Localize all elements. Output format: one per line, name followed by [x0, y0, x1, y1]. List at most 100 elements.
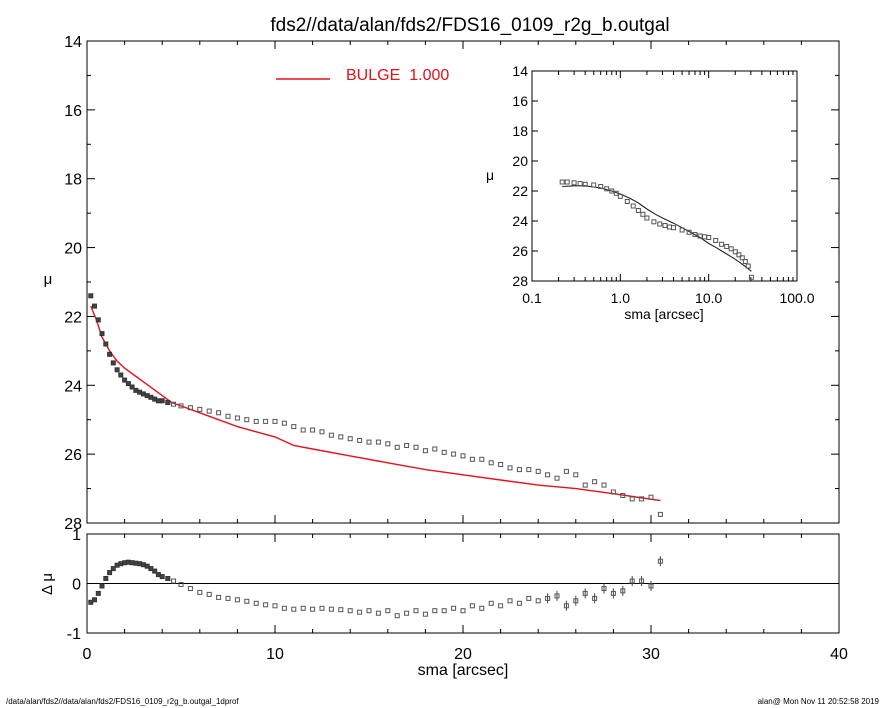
- profile-point: [507, 465, 513, 471]
- inset-profile-point: [748, 274, 754, 280]
- profile-point: [99, 331, 105, 337]
- profile-point: [488, 460, 494, 466]
- main-y-tick-label: 16: [64, 103, 82, 120]
- residual-point: [460, 608, 466, 614]
- residual-point: [300, 605, 306, 611]
- inset-y-tick-label: 14: [512, 63, 528, 79]
- residual-point: [629, 578, 635, 584]
- residual-point: [366, 608, 372, 614]
- legend-value-text: 1.000: [409, 67, 449, 84]
- residual-point: [281, 605, 287, 611]
- residual-point: [648, 583, 654, 589]
- main-y-axis-label: μ: [44, 271, 53, 288]
- profile-point: [88, 293, 94, 299]
- residual-point: [610, 590, 616, 596]
- profile-point: [107, 351, 113, 357]
- residual-y-tick-label: 1: [72, 527, 81, 544]
- profile-point: [234, 415, 240, 421]
- inset-profile-point: [706, 235, 712, 240]
- residual-point: [171, 578, 176, 584]
- footer-file-path: /data/alan/fds2//data/alan/fds2/FDS16_01…: [6, 697, 239, 706]
- profile-point: [216, 410, 222, 416]
- inset-log-panel: 14 16 18 20 22 24 26 280.1 1.0 10.0 100.0 μ sma [a…: [486, 63, 815, 322]
- residual-point: [206, 591, 212, 597]
- residual-point: [441, 608, 447, 614]
- profile-point: [554, 475, 560, 481]
- inset-profile-point: [598, 184, 604, 189]
- residual-point: [244, 598, 250, 604]
- residual-point: [507, 598, 513, 604]
- profile-point: [206, 408, 212, 414]
- residual-point: [657, 558, 663, 564]
- inset-profile-point: [617, 193, 623, 199]
- residual-x-tick-label: 10: [266, 646, 284, 663]
- inset-profile-point: [732, 249, 738, 255]
- profile-point: [366, 439, 372, 445]
- inset-profile-point: [630, 203, 636, 209]
- residual-y-tick-label: 0: [72, 577, 81, 594]
- profile-point: [441, 449, 447, 455]
- residual-point: [328, 606, 334, 612]
- main-y-tick-label: 26: [64, 447, 82, 464]
- residual-point: [375, 610, 381, 616]
- profile-point: [159, 398, 165, 404]
- profile-point: [639, 496, 645, 502]
- footer-timestamp: alan@ Mon Nov 11 20:52:58 2019: [758, 697, 880, 706]
- main-profile-panel: 14 16 18 20 22 24 26 28 μ BULGE 1.000: [44, 34, 840, 533]
- main-y-tick-label: 20: [64, 241, 82, 258]
- residual-point: [310, 606, 316, 612]
- profile-point: [92, 303, 97, 309]
- residual-point: [152, 568, 158, 574]
- residual-point: [554, 593, 560, 599]
- profile-point: [648, 494, 654, 500]
- profile-point: [95, 317, 101, 323]
- residual-point: [488, 600, 494, 606]
- profile-point: [122, 377, 128, 383]
- inset-profile-point: [635, 208, 641, 213]
- profile-point: [620, 493, 626, 498]
- residual-point: [291, 606, 297, 612]
- residual-point: [319, 605, 325, 611]
- profile-point: [197, 406, 203, 412]
- inset-profile-point: [686, 229, 692, 235]
- residual-point: [197, 589, 203, 595]
- inset-profile-point: [742, 259, 748, 264]
- figure-title: fds2//data/alan/fds2/FDS16_0109_r2g_b.ou…: [270, 15, 669, 36]
- profile-point: [263, 418, 269, 424]
- residual-point: [526, 595, 532, 601]
- profile-point: [535, 468, 541, 474]
- residual-point: [469, 603, 475, 609]
- profile-point: [413, 444, 419, 450]
- profile-point: [187, 405, 193, 411]
- inset-profile-point: [679, 227, 685, 233]
- inset-profile-point: [719, 241, 725, 247]
- profile-point: [422, 448, 428, 454]
- profile-point: [103, 341, 109, 347]
- inset-y-tick-label: 16: [512, 93, 528, 109]
- profile-point: [385, 441, 391, 447]
- residual-x-tick-label: 0: [83, 646, 92, 663]
- profile-point: [291, 424, 297, 430]
- residual-point: [103, 576, 109, 581]
- inset-profile-point: [591, 182, 597, 188]
- profile-point: [460, 453, 466, 459]
- residual-point: [165, 576, 171, 581]
- profile-point: [253, 418, 259, 424]
- residual-point: [187, 586, 193, 591]
- profile-point: [338, 434, 344, 440]
- profile-point: [110, 360, 116, 366]
- bulge-model-line: [90, 305, 661, 502]
- residual-point: [272, 603, 278, 609]
- profile-point: [328, 432, 334, 438]
- profile-point: [310, 427, 316, 433]
- residual-point: [225, 595, 231, 601]
- inset-profile-point: [624, 199, 630, 204]
- inset-series-group: [559, 179, 754, 280]
- inset-profile-point: [651, 219, 657, 225]
- residual-point: [563, 603, 569, 609]
- profile-point: [178, 403, 184, 409]
- profile-point: [225, 413, 231, 419]
